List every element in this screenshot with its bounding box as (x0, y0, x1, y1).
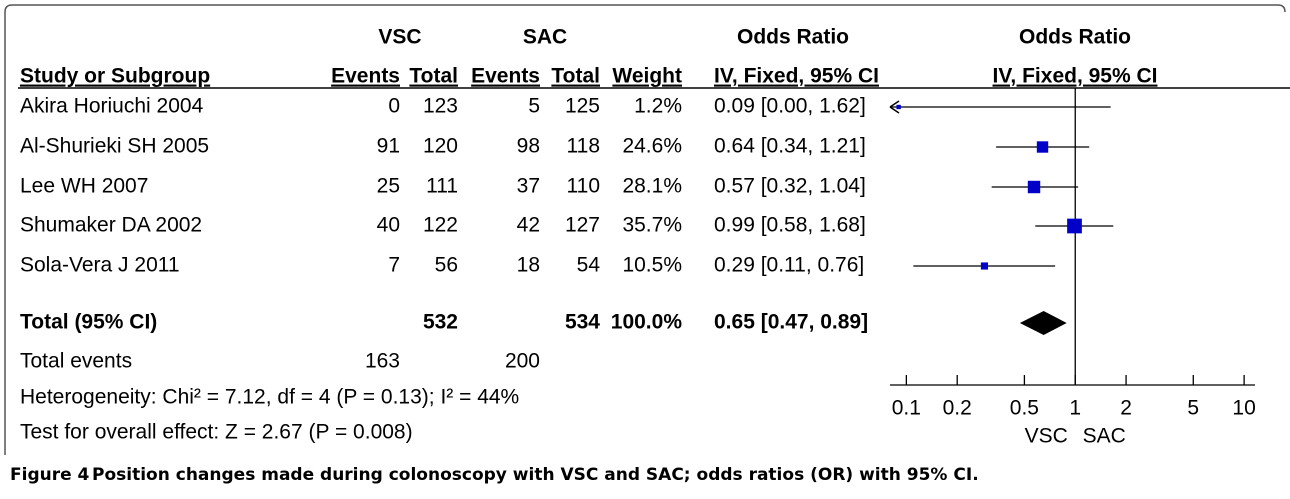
events: 7 (388, 254, 400, 277)
total-name: Total (95% CI) (20, 311, 157, 334)
weight: 35.7% (622, 214, 682, 237)
x-tick-label: 5 (1187, 397, 1199, 420)
group-header: VSC (378, 26, 421, 49)
x-tick-label: 2 (1120, 397, 1132, 420)
x-axis-label: SAC (1083, 425, 1126, 448)
col-header: Weight (612, 65, 682, 88)
total: 120 (423, 135, 458, 158)
events: 98 (517, 135, 540, 158)
events: 40 (377, 214, 400, 237)
pooled-diamond (1019, 311, 1067, 335)
odds-ratio: 0.65 [0.47, 0.89] (714, 311, 868, 334)
events: 42 (517, 214, 540, 237)
x-tick-label: 1 (1069, 397, 1081, 420)
heterogeneity: Heterogeneity: Chi² = 7.12, df = 4 (P = … (20, 386, 519, 409)
x-tick-label: 0.2 (943, 397, 972, 420)
col-header: Study or Subgroup (20, 65, 210, 88)
col-header: Total (551, 65, 600, 88)
effect-box (1027, 180, 1041, 194)
col-header: IV, Fixed, 95% CI (993, 65, 1158, 88)
weight: 28.1% (622, 175, 682, 198)
group-header: Odds Ratio (1019, 26, 1131, 49)
events: 91 (377, 135, 400, 158)
events: 200 (505, 350, 540, 373)
events: 5 (528, 95, 540, 118)
weight: 1.2% (634, 95, 682, 118)
weight: 100.0% (611, 311, 683, 334)
events: 37 (517, 175, 540, 198)
total: 125 (565, 95, 600, 118)
study-name: Shumaker DA 2002 (20, 214, 202, 237)
effect-box (1036, 141, 1049, 153)
total: 111 (426, 175, 458, 198)
x-tick-label: 0.1 (892, 397, 921, 420)
odds-ratio: 0.09 [0.00, 1.62] (714, 95, 866, 118)
col-header: Events (331, 65, 400, 88)
weight: 10.5% (622, 254, 682, 277)
total: 56 (435, 254, 458, 277)
x-tick-label: 0.5 (1010, 397, 1039, 420)
total: 123 (423, 95, 458, 118)
study-name: Al-Shurieki SH 2005 (20, 135, 209, 158)
events: 0 (388, 95, 400, 118)
col-header: Total (409, 65, 458, 88)
total: 110 (567, 175, 600, 198)
x-axis-label: VSC (1025, 425, 1068, 448)
odds-ratio: 0.29 [0.11, 0.76] (714, 254, 864, 277)
odds-ratio: 0.99 [0.58, 1.68] (714, 214, 866, 237)
total: 127 (565, 214, 600, 237)
group-header: Odds Ratio (737, 26, 849, 49)
col-header: IV, Fixed, 95% CI (714, 65, 879, 88)
total: 118 (567, 135, 600, 158)
x-tick-label: 10 (1232, 397, 1255, 420)
effect-box (980, 262, 989, 270)
caption: Position changes made during colonoscopy… (92, 465, 979, 485)
frame (4, 4, 1286, 455)
odds-ratio: 0.57 [0.32, 1.04] (714, 175, 866, 198)
col-header: Events (471, 65, 540, 88)
odds-ratio: 0.64 [0.34, 1.21] (714, 135, 866, 158)
total: 534 (565, 311, 600, 334)
events: 163 (365, 350, 400, 373)
overall-effect: Test for overall effect: Z = 2.67 (P = 0… (20, 421, 413, 444)
events: 25 (377, 175, 400, 198)
events: 18 (517, 254, 540, 277)
study-name: Lee WH 2007 (20, 175, 148, 198)
total: 122 (423, 214, 458, 237)
total: 532 (423, 311, 458, 334)
total-events-label: Total events (20, 350, 132, 373)
effect-box (896, 104, 901, 110)
caption-label: Figure 4 (10, 465, 90, 485)
group-header: SAC (523, 26, 567, 49)
ci-arrow (889, 100, 900, 114)
total: 54 (577, 254, 601, 277)
study-name: Akira Horiuchi 2004 (20, 95, 204, 118)
study-name: Sola-Vera J 2011 (20, 254, 180, 277)
weight: 24.6% (622, 135, 682, 158)
effect-box (1067, 218, 1082, 234)
